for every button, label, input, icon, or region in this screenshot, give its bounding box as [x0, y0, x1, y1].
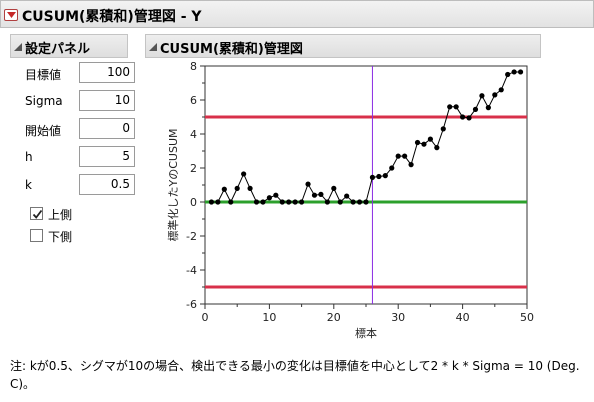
data-point — [447, 104, 453, 110]
h-label: h — [25, 150, 33, 164]
x-axis-label: 標本 — [355, 326, 377, 340]
data-point — [382, 173, 388, 179]
y-axis-label: 標準化したYのCUSUM — [166, 129, 180, 242]
data-point — [492, 92, 498, 98]
lower-checkbox-label: 下側 — [48, 230, 73, 244]
data-point — [318, 191, 324, 197]
data-point — [453, 104, 459, 110]
sigma-input[interactable]: 10 — [79, 90, 135, 111]
sigma-label: Sigma — [25, 94, 63, 108]
data-point — [395, 153, 401, 159]
data-point — [485, 105, 491, 111]
data-point — [356, 199, 363, 205]
x-tick-label: 20 — [327, 311, 341, 324]
k-label: k — [25, 178, 32, 192]
chart-panel-header[interactable]: CUSUM(累積和)管理図 — [145, 34, 541, 58]
report-menu-button[interactable] — [4, 9, 18, 21]
data-point — [247, 185, 253, 191]
disclosure-triangle-icon[interactable] — [14, 43, 22, 51]
data-point — [279, 199, 285, 205]
start-value-input[interactable]: 0 — [79, 118, 135, 139]
data-point — [331, 185, 337, 191]
data-point — [253, 199, 260, 205]
data-point — [350, 199, 356, 205]
data-point — [434, 145, 440, 151]
data-point — [466, 115, 472, 121]
upper-checkbox-label: 上側 — [48, 208, 73, 222]
data-point — [286, 199, 292, 205]
x-tick-label: 0 — [202, 311, 209, 324]
plot-frame — [204, 65, 528, 305]
report-title: CUSUM(累積和)管理図 - Y — [22, 9, 202, 25]
data-point — [402, 153, 408, 159]
y-tick-label: 6 — [190, 94, 197, 107]
target-input[interactable]: 100 — [79, 62, 135, 83]
data-point — [221, 186, 227, 192]
data-point — [376, 173, 382, 180]
data-point — [440, 126, 446, 132]
data-point — [337, 199, 343, 205]
h-input[interactable]: 5 — [79, 146, 135, 167]
data-point — [460, 114, 466, 120]
lower-checkbox[interactable] — [30, 229, 43, 242]
data-point — [273, 192, 279, 198]
data-point — [479, 93, 485, 99]
data-point — [292, 199, 298, 205]
data-point — [234, 185, 240, 191]
cusum-chart: 0 10 20 30 40 50 -6 -4 -2 0 2 4 6 8 標本 標準化したYのCUSUM — [166, 60, 534, 340]
y-tick-label: -6 — [186, 298, 197, 311]
y-tick-label: 2 — [190, 162, 197, 175]
chart-panel-title: CUSUM(累積和)管理図 — [160, 42, 303, 57]
start-value-label: 開始値 — [25, 124, 62, 138]
y-tick-label: -4 — [186, 264, 197, 277]
settings-panel-title: 設定パネル — [25, 42, 91, 57]
data-point — [511, 69, 517, 75]
report-header: CUSUM(累積和)管理図 - Y — [0, 0, 594, 28]
y-tick-label: -2 — [186, 230, 197, 243]
settings-panel-header[interactable]: 設定パネル — [10, 34, 128, 58]
x-tick-label: 10 — [262, 311, 276, 324]
data-point — [324, 199, 330, 205]
data-point — [228, 199, 234, 205]
data-point — [505, 71, 511, 78]
data-point — [369, 174, 376, 180]
data-point — [208, 199, 215, 205]
data-point — [311, 192, 318, 198]
data-point — [305, 181, 311, 187]
data-point — [421, 141, 427, 147]
x-tick-label: 50 — [520, 311, 534, 324]
data-point — [344, 193, 350, 199]
data-point — [517, 69, 524, 75]
y-tick-label: 8 — [190, 60, 197, 73]
data-point — [266, 195, 272, 201]
data-point — [408, 162, 414, 168]
upper-checkbox[interactable] — [30, 207, 43, 220]
red-triangle-icon — [7, 12, 16, 18]
data-point — [414, 139, 421, 146]
data-point — [241, 171, 247, 177]
y-tick-label: 4 — [190, 128, 197, 141]
x-tick-label: 40 — [456, 311, 470, 324]
disclosure-triangle-icon[interactable] — [149, 43, 157, 51]
data-point — [299, 199, 305, 205]
k-input[interactable]: 0.5 — [79, 174, 135, 195]
y-tick-label: 0 — [190, 196, 197, 209]
data-point — [215, 199, 221, 205]
data-point — [472, 106, 479, 112]
data-point — [389, 165, 395, 171]
x-tick-label: 30 — [391, 311, 405, 324]
data-point — [498, 87, 504, 93]
data-point — [427, 136, 433, 142]
data-point — [363, 199, 369, 205]
footnote: 注: kが0.5、シグマが10の場合、検出できる最小の変化は目標値を中心として2… — [10, 359, 580, 391]
data-point — [260, 199, 266, 205]
checkmark-icon — [32, 209, 43, 219]
target-label: 目標値 — [25, 68, 62, 82]
